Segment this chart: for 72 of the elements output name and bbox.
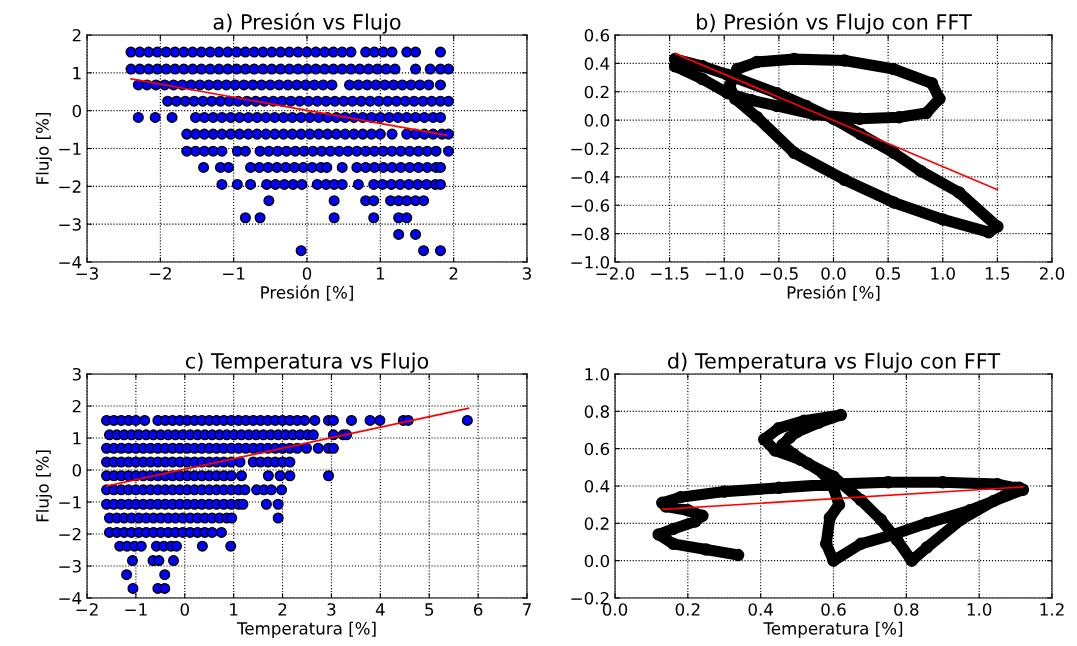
x-tick-label: 6 [473,603,483,616]
x-tick-label: 1.0 [967,603,992,616]
x-axis-title: Presión [%] [261,285,353,301]
y-tick-label: −3 [59,218,81,231]
x-tick-label: 3 [327,603,336,616]
x-tick-label: −2 [149,267,171,280]
chart-title: a) Presión vs Flujo [213,12,401,34]
x-tick-label: 2 [278,603,287,616]
y-tick-label: 0.4 [584,57,610,70]
x-tick-label: 0 [180,603,189,616]
y-tick-label: −0.4 [571,170,610,184]
x-tick-label: 1.5 [985,267,1010,280]
y-tick-label: 0.4 [584,479,610,493]
y-tick-label: 2 [72,28,81,42]
x-tick-label: 0.4 [748,603,773,616]
y-tick-label: −4 [59,592,82,605]
y-tick-label: 0.6 [584,28,610,42]
x-tick-label: 0 [302,267,312,280]
x-tick-label: 2.0 [1039,267,1065,280]
x-tick-label: 0.8 [894,603,919,616]
y-tick-label: 1.0 [585,367,610,381]
y-tick-label: 0 [72,463,82,477]
x-tick-label: −1.5 [651,267,689,280]
y-tick-label: −0.8 [571,227,609,241]
x-tick-label: −0.5 [760,267,798,280]
x-tick-label: 5 [425,603,434,616]
x-tick-label: 4 [375,603,385,616]
x-axis-title: Temperatura [%] [763,621,903,638]
y-tick-label: 1 [73,67,81,80]
y-tick-label: −0.2 [571,591,609,605]
y-axis-title: Flujo [%] [35,450,53,522]
chart-title: b) Presión vs Flujo con FFT [697,12,972,34]
x-tick-label: 1.0 [931,267,955,280]
y-tick-label: −0.2 [571,142,609,156]
y-tick-label: 0.0 [584,554,610,568]
y-tick-label: −2 [59,180,81,193]
y-tick-label: 2 [72,399,81,413]
y-tick-label: −1 [59,142,81,155]
y-tick-label: 0.0 [584,114,610,127]
y-tick-label: 0.2 [584,517,609,530]
x-tick-label: 0.0 [821,267,846,280]
y-tick-label: 0.6 [584,442,610,456]
y-tick-label: 3 [72,367,81,381]
y-tick-label: 0.2 [584,85,609,99]
x-tick-label: 1.2 [1040,603,1064,616]
y-tick-label: 0.8 [584,405,609,418]
x-tick-label: −1 [125,603,147,616]
y-tick-label: −2 [59,527,81,541]
x-tick-label: 1 [376,267,385,280]
x-tick-label: 0.2 [675,603,700,616]
x-tick-label: −1 [223,267,245,280]
y-tick-label: 0 [72,104,82,118]
x-tick-label: −1.0 [705,267,744,280]
x-tick-label: 0.6 [821,603,846,616]
x-tick-label: 0.0 [602,603,628,616]
chart-title: c) Temperatura vs Flujo [185,352,429,373]
x-axis-title: Temperatura [%] [236,621,376,638]
x-axis-title: Presión [%] [787,285,880,301]
y-tick-label: 1 [73,432,81,445]
x-tick-label: 3 [522,267,531,280]
y-axis-title: Flujo [%] [35,113,53,184]
y-tick-label: −0.6 [571,199,610,212]
y-tick-label: −1 [59,496,81,509]
x-tick-label: −2.0 [596,267,635,280]
y-tick-label: −1.0 [571,255,610,269]
chart-title: d) Temperatura vs Flujo con FFT [668,352,1001,373]
x-tick-label: 2 [449,267,458,280]
x-tick-label: 0.5 [875,267,900,280]
x-tick-label: 1 [230,603,238,616]
y-tick-label: −4 [59,256,82,269]
y-tick-label: −3 [59,559,81,573]
x-tick-label: 7 [523,603,531,616]
